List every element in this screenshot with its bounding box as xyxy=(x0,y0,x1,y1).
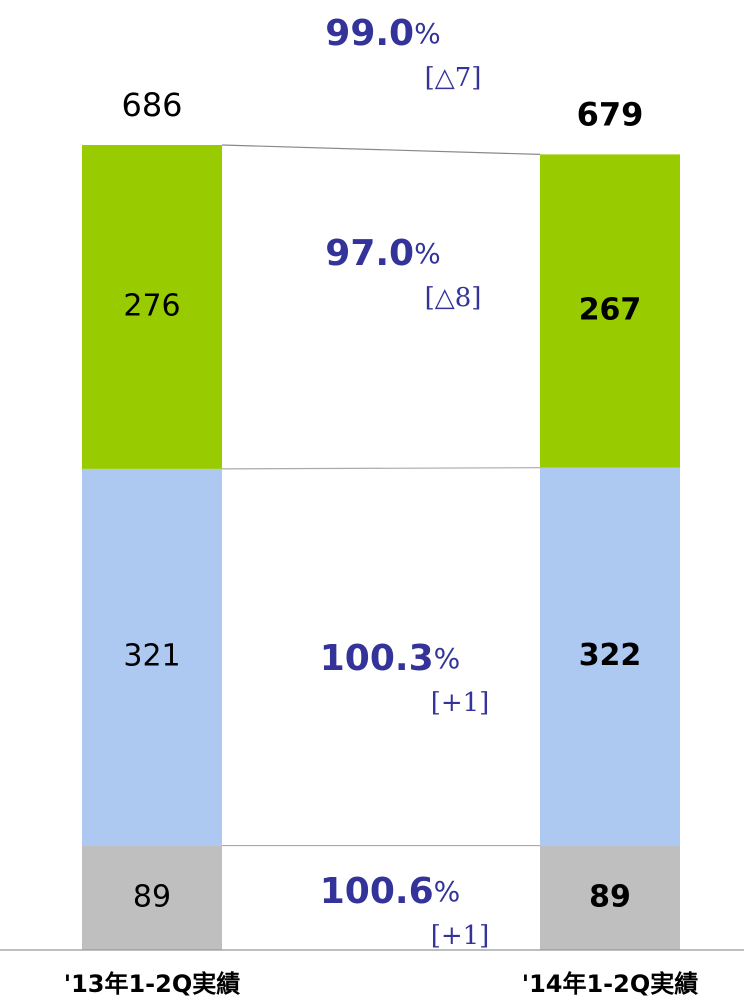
bar-label: 89 xyxy=(589,879,631,914)
bar-segment xyxy=(540,845,680,950)
bar-label: 267 xyxy=(579,293,642,328)
bar-label: 276 xyxy=(123,288,180,323)
total-label: 686 xyxy=(121,86,182,124)
ratio-unit: % xyxy=(434,642,461,675)
diff-label: [+1] xyxy=(431,921,490,951)
ratio-label: 100.6% xyxy=(320,871,460,912)
bar-segment xyxy=(82,845,222,950)
diff-label: [△7] xyxy=(425,63,482,93)
ratio-value: 100.3 xyxy=(320,638,434,679)
bar-segment xyxy=(82,468,222,846)
ratio-label: 100.3% xyxy=(320,638,460,679)
category-label: '13年1-2Q実績 xyxy=(64,970,241,998)
bar-segment xyxy=(82,145,222,469)
ratio-unit: % xyxy=(434,875,461,908)
total-label: 679 xyxy=(577,95,644,133)
ratio-label: 97.0% xyxy=(325,233,440,274)
bar-label: 322 xyxy=(579,638,642,673)
bar-label: 89 xyxy=(133,879,171,914)
category-label: '14年1-2Q実績 xyxy=(522,970,699,998)
connector-line xyxy=(221,467,541,470)
ratio-unit: % xyxy=(414,237,441,270)
ratio-value: 99.0 xyxy=(325,13,414,54)
diff-label: [+1] xyxy=(431,688,490,718)
bar-segment xyxy=(540,467,680,846)
ratio-value: 100.6 xyxy=(320,871,434,912)
bar-segment xyxy=(540,154,680,468)
diff-label: [△8] xyxy=(425,283,482,313)
ratio-value: 97.0 xyxy=(325,233,414,274)
ratio-label: 99.0% xyxy=(325,13,440,54)
bar-label: 321 xyxy=(123,639,180,674)
ratio-unit: % xyxy=(414,17,441,50)
connector-line xyxy=(221,144,541,155)
